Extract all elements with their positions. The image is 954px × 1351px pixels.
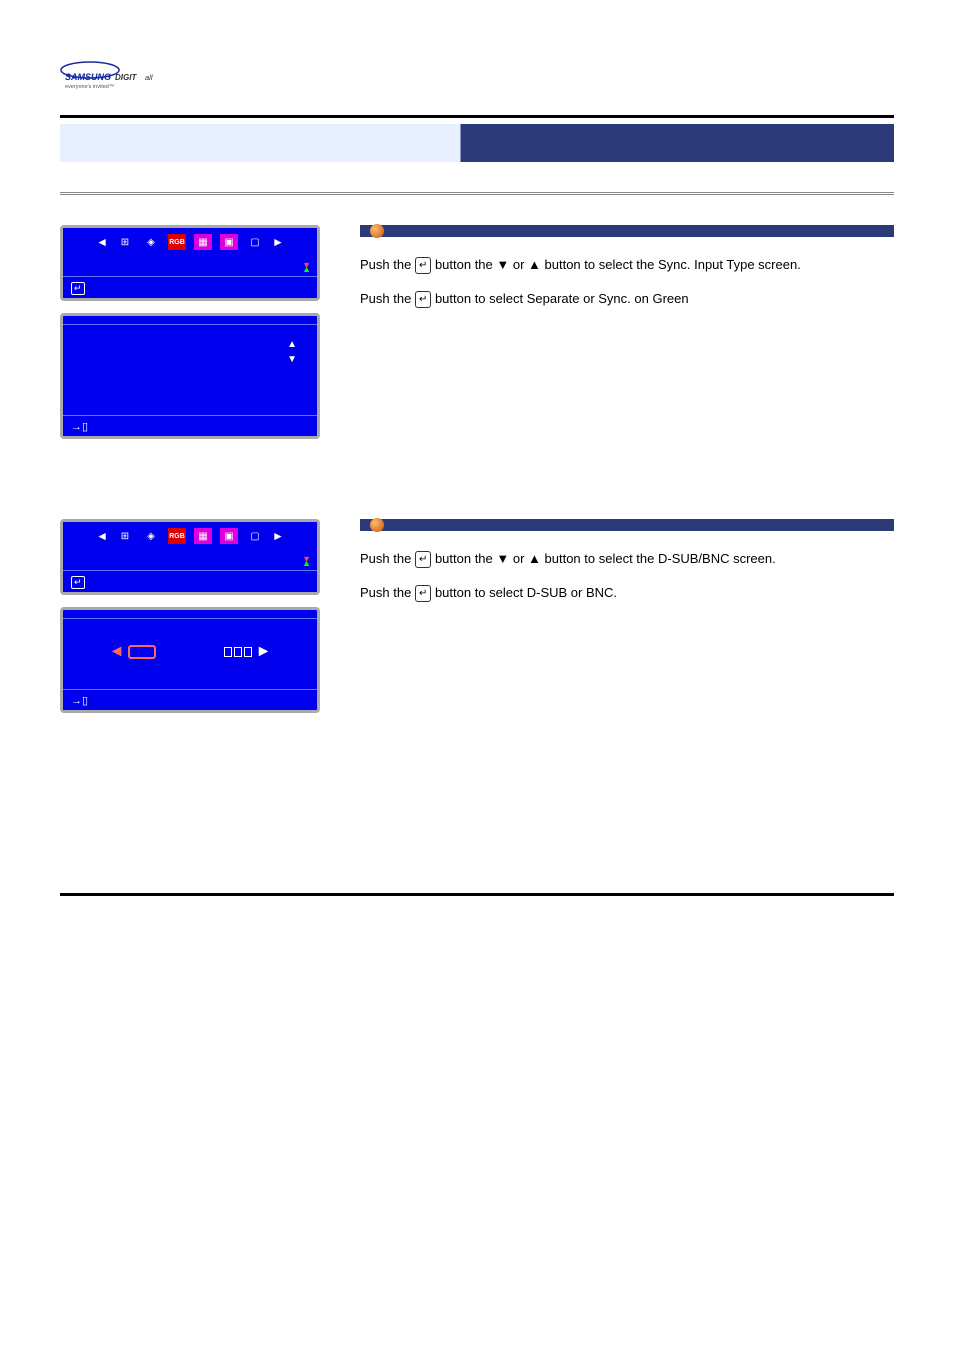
step-text-2: Push the ↵ button the ▼ or ▲ button to s… bbox=[360, 257, 801, 272]
svg-text:DIGIT: DIGIT bbox=[115, 73, 137, 82]
previous-menu-bar: →▯ bbox=[63, 689, 317, 710]
osd-icon-4: ▦ bbox=[194, 528, 212, 544]
previous-menu-bar: →▯ bbox=[63, 415, 317, 436]
info-step: Push the ↵ button the ▼ or ▲ button to s… bbox=[360, 255, 894, 275]
info-step: Push the ↵ button to select D-SUB or BNC… bbox=[360, 583, 894, 603]
osd-icon-2: ◈ bbox=[142, 528, 160, 544]
divider-thin bbox=[60, 192, 894, 195]
osd-main-panel: ◄ ⊞ ◈ RGB ▦ ▣ ▢ ► ↵ bbox=[60, 225, 320, 301]
svg-text:everyone's invited™: everyone's invited™ bbox=[65, 84, 114, 90]
enter-inline-icon: ↵ bbox=[415, 551, 431, 568]
nav-left-icon: ◄ bbox=[96, 529, 108, 543]
samsung-logo: SAMSUNG DIGIT all everyone's invited™ bbox=[60, 60, 200, 95]
menu-item-dsub-bnc bbox=[85, 564, 307, 566]
info-step-list: Push the ↵ button the ▼ or ▲ button to s… bbox=[360, 549, 894, 602]
connector-dsub: ◄ bbox=[109, 643, 157, 665]
exit-icon: →▯ bbox=[71, 695, 88, 707]
osd-menu-list bbox=[63, 258, 317, 276]
osd-icon-4: ▦ bbox=[194, 234, 212, 250]
option-sog: ▼ bbox=[83, 352, 297, 367]
exit-icon: →▯ bbox=[71, 421, 88, 433]
osd-icon-6: ▢ bbox=[246, 528, 264, 544]
osd-icon-6: ▢ bbox=[246, 234, 264, 250]
enter-inline-icon: ↵ bbox=[415, 257, 431, 274]
osd-main-panel: ◄ ⊞ ◈ RGB ▦ ▣ ▢ ► ↵ bbox=[60, 519, 320, 595]
left-tri-icon: ◄ bbox=[109, 643, 125, 661]
osd-icon-2: ◈ bbox=[142, 234, 160, 250]
access-function-bar: ↵ bbox=[63, 276, 317, 298]
enter-icon: ↵ bbox=[71, 282, 85, 295]
step-text-3: Push the ↵ button to select Separate or … bbox=[360, 291, 689, 306]
osd-sub-panel: ▲ ▼ →▯ bbox=[60, 313, 320, 439]
menu-item-dsub-bnc bbox=[85, 270, 307, 272]
header-band bbox=[60, 124, 894, 162]
info-step-list: Push the ↵ button the ▼ or ▲ button to s… bbox=[360, 255, 894, 308]
osd-icon-rgb: RGB bbox=[168, 528, 186, 544]
svg-text:all: all bbox=[145, 73, 153, 82]
section-sync-input: ◄ ⊞ ◈ RGB ▦ ▣ ▢ ► ↵ bbox=[60, 225, 894, 439]
osd-icon-1: ⊞ bbox=[116, 234, 134, 250]
right-tri-icon: ► bbox=[256, 643, 272, 661]
osd-icon-bar: ◄ ⊞ ◈ RGB ▦ ▣ ▢ ► bbox=[71, 528, 309, 544]
info-block-dsub: Push the ↵ button the ▼ or ▲ button to s… bbox=[360, 519, 894, 713]
divider-bottom bbox=[60, 893, 894, 896]
connector-bnc: ► bbox=[224, 643, 272, 665]
access-function-bar: ↵ bbox=[63, 570, 317, 592]
info-step: Push the ↵ button the ▼ or ▲ button to s… bbox=[360, 549, 894, 569]
osd-icon-1: ⊞ bbox=[116, 528, 134, 544]
down-arrow-icon: ▼ bbox=[287, 354, 297, 365]
enter-inline-icon: ↵ bbox=[415, 291, 431, 308]
nav-right-icon: ► bbox=[272, 235, 284, 249]
osd-icon-5: ▣ bbox=[220, 234, 238, 250]
info-heading bbox=[360, 519, 894, 531]
nav-right-icon: ► bbox=[272, 529, 284, 543]
osd-sub-panel: ◄ ► →▯ bbox=[60, 607, 320, 713]
bnc-connector-icon bbox=[224, 647, 252, 657]
section-dsub-bnc: ◄ ⊞ ◈ RGB ▦ ▣ ▢ ► ↵ bbox=[60, 519, 894, 713]
info-block-sync: Push the ↵ button the ▼ or ▲ button to s… bbox=[360, 225, 894, 439]
sub-panel-title bbox=[63, 610, 317, 619]
step-text-2: Push the ↵ button the ▼ or ▲ button to s… bbox=[360, 551, 776, 566]
svg-text:SAMSUNG: SAMSUNG bbox=[65, 72, 111, 82]
enter-inline-icon: ↵ bbox=[415, 585, 431, 602]
osd-icon-rgb: RGB bbox=[168, 234, 186, 250]
divider-top bbox=[60, 115, 894, 118]
info-step: Push the ↵ button to select Separate or … bbox=[360, 289, 894, 309]
info-heading bbox=[360, 225, 894, 237]
osd-icon-bar: ◄ ⊞ ◈ RGB ▦ ▣ ▢ ► bbox=[71, 234, 309, 250]
osd-menu-list bbox=[63, 552, 317, 570]
nav-left-icon: ◄ bbox=[96, 235, 108, 249]
step-text-3: Push the ↵ button to select D-SUB or BNC… bbox=[360, 585, 617, 600]
sub-panel-title bbox=[63, 316, 317, 325]
enter-icon: ↵ bbox=[71, 576, 85, 589]
dsub-connector-icon bbox=[128, 645, 156, 659]
option-separate: ▲ bbox=[83, 337, 297, 352]
up-arrow-icon: ▲ bbox=[287, 339, 297, 350]
osd-icon-5: ▣ bbox=[220, 528, 238, 544]
